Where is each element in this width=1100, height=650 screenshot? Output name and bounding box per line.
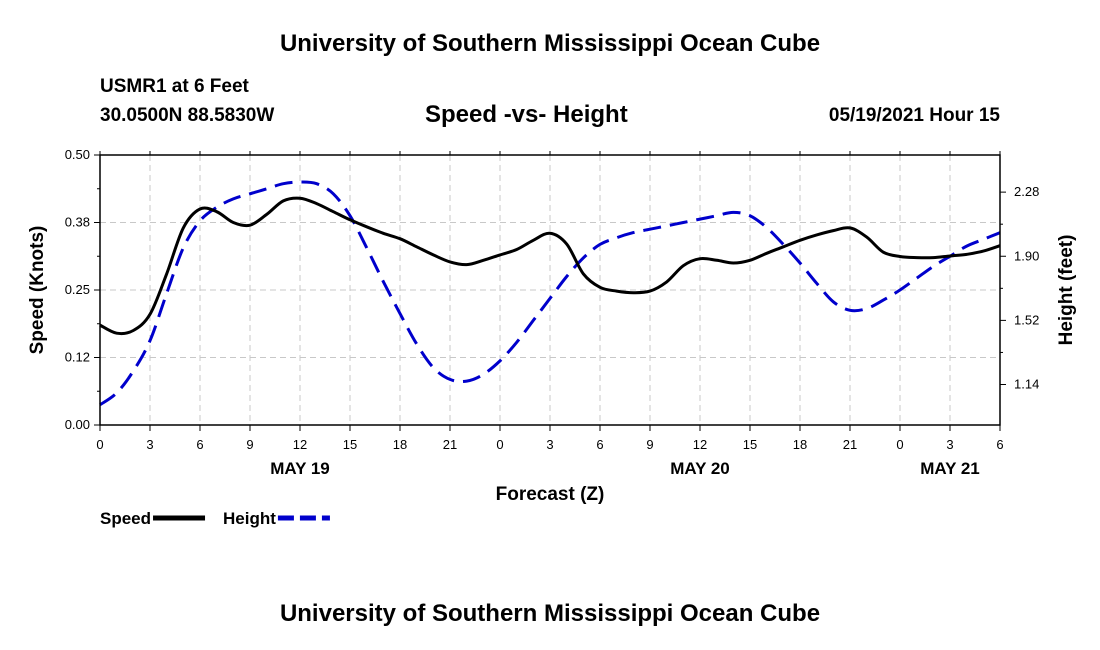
forecast-date-hour: 05/19/2021 Hour 15 — [828, 105, 1000, 126]
y-left-tick-label: 0.12 — [65, 350, 90, 365]
date-label: MAY 20 — [670, 459, 730, 478]
station-label: USMR1 at 6 Feet — [100, 76, 249, 97]
x-tick-label: 9 — [646, 437, 653, 452]
footer-title: University of Southern Mississippi Ocean… — [279, 600, 821, 627]
y-right-tick-label: 1.52 — [1014, 312, 1039, 327]
y-left-tick-label: 0.25 — [65, 282, 90, 297]
x-tick-label: 3 — [546, 437, 553, 452]
y-left-tick-label: 0.38 — [65, 215, 90, 230]
x-tick-label: 12 — [293, 437, 307, 452]
x-tick-label: 18 — [793, 437, 807, 452]
height-series-line — [99, 180, 1001, 407]
y-right-tick-label: 1.14 — [1014, 377, 1039, 392]
x-tick-label: 0 — [896, 437, 903, 452]
x-tick-label: 6 — [996, 437, 1003, 452]
x-tick-label: 6 — [596, 437, 603, 452]
y-left-tick-label: 0.00 — [65, 417, 90, 432]
x-tick-label: 21 — [843, 437, 857, 452]
date-label: MAY 21 — [920, 459, 980, 478]
legend-label-speed: Speed — [100, 509, 151, 528]
chart-series — [99, 180, 1001, 407]
x-tick-label: 0 — [496, 437, 503, 452]
y-axis-left-title: Speed (Knots) — [27, 226, 48, 355]
x-tick-label: 15 — [743, 437, 757, 452]
x-tick-label: 18 — [393, 437, 407, 452]
x-tick-label: 3 — [146, 437, 153, 452]
x-tick-label: 0 — [96, 437, 103, 452]
speed-series-line — [99, 196, 1001, 336]
chart-grid — [100, 155, 1000, 425]
x-tick-label: 12 — [693, 437, 707, 452]
x-tick-label: 6 — [196, 437, 203, 452]
station-coordinates: 30.0500N 88.5830W — [100, 105, 275, 126]
page-title: University of Southern Mississippi Ocean… — [279, 30, 821, 57]
x-axis-title: Forecast (Z) — [496, 484, 605, 505]
legend-label-height: Height — [223, 509, 276, 528]
chart-title: Speed -vs- Height — [425, 101, 628, 128]
chart-axes: 0 3 6 9 12 15 18 21 0 3 6 9 12 15 18 21 0 3 6 MAY 19 MAY 20 M… — [65, 147, 1040, 478]
x-tick-label: 21 — [443, 437, 457, 452]
y-right-tick-label: 2.28 — [1014, 184, 1039, 199]
date-label: MAY 19 — [270, 459, 330, 478]
x-tick-label: 15 — [343, 437, 357, 452]
y-left-tick-label: 0.50 — [65, 147, 90, 162]
x-tick-label: 9 — [246, 437, 253, 452]
y-right-tick-label: 1.90 — [1014, 248, 1039, 263]
y-axis-right-title: Height (feet) — [1056, 235, 1077, 346]
chart-legend: Speed Height — [100, 509, 330, 528]
x-tick-label: 3 — [946, 437, 953, 452]
